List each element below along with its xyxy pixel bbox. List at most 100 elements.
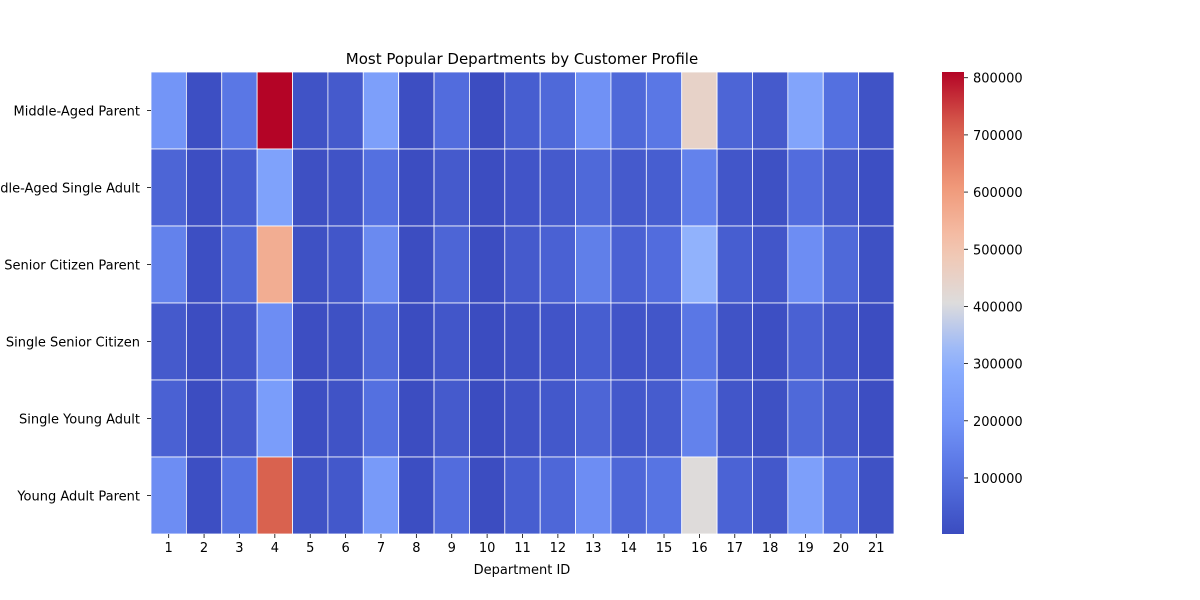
heatmap-cell (292, 379, 329, 458)
heatmap-cell (327, 379, 364, 458)
heatmap-cell (610, 148, 647, 227)
x-tick-label: 13 (585, 541, 602, 556)
heatmap-cell (256, 302, 293, 381)
x-tick-label: 8 (412, 541, 420, 556)
heatmap-cell (752, 302, 789, 381)
heatmap-cell (645, 225, 683, 304)
heatmap-cell (398, 225, 435, 304)
colorbar: 100000 200000 300000 400000 500000 600000 7000… (942, 72, 1023, 534)
heatmap-cell (398, 148, 435, 227)
heatmap-cell (822, 379, 860, 458)
colorbar-tick-label: 200000 (973, 415, 1023, 430)
heatmap-cell (787, 302, 824, 381)
y-axis-ticks: Middle-Aged Parent Middle-Aged Single Adu… (0, 105, 151, 505)
heatmap-cell (645, 379, 683, 458)
heatmap-cell (645, 71, 683, 150)
heatmap-cell (787, 148, 824, 227)
heatmap-cell (575, 302, 612, 381)
colorbar-tick-label: 100000 (973, 472, 1023, 487)
x-tick-label: 12 (550, 541, 567, 556)
heatmap-cell (681, 148, 718, 227)
heatmap-cell (504, 379, 541, 458)
heatmap-cell (433, 148, 470, 227)
y-tick-label: Young Adult Parent (16, 490, 140, 505)
heatmap-cell (433, 302, 470, 381)
heatmap-cell (610, 379, 647, 458)
heatmap-cell (504, 456, 541, 535)
heatmap-cell (469, 379, 506, 458)
heatmap-cell (185, 302, 223, 381)
heatmap-cell (433, 71, 470, 150)
heatmap-cell (398, 379, 435, 458)
x-tick-label: 1 (165, 541, 173, 556)
heatmap-cell (362, 456, 400, 535)
heatmap-cell (327, 302, 364, 381)
colorbar-tick-label: 700000 (973, 129, 1023, 144)
y-tick-label: Senior Citizen Parent (4, 259, 140, 274)
heatmap-cell (787, 71, 824, 150)
heatmap-cell (716, 302, 753, 381)
heatmap-cell (752, 71, 789, 150)
heatmap-cell (469, 225, 506, 304)
heatmap-cell (256, 379, 293, 458)
x-tick-label: 9 (448, 541, 456, 556)
heatmap-cell (292, 148, 329, 227)
heatmap-cell (362, 302, 400, 381)
y-tick-label: Single Senior Citizen (6, 336, 140, 351)
colorbar-tick-label: 500000 (973, 243, 1023, 258)
heatmap-cells (150, 71, 895, 535)
heatmap-cell (858, 71, 895, 150)
heatmap-cell (504, 71, 541, 150)
heatmap-cell (221, 225, 258, 304)
heatmap-cell (292, 302, 329, 381)
heatmap-cell (858, 456, 895, 535)
heatmap-cell (575, 71, 612, 150)
x-tick-label: 16 (691, 541, 708, 556)
heatmap-cell (504, 148, 541, 227)
heatmap-cell (256, 456, 293, 535)
x-tick-label: 19 (797, 541, 814, 556)
heatmap-cell (256, 148, 293, 227)
heatmap-cell (539, 456, 576, 535)
heatmap-cell (716, 71, 753, 150)
colorbar-tick-label: 800000 (973, 72, 1023, 87)
heatmap-cell (822, 71, 860, 150)
heatmap-cell (610, 456, 647, 535)
heatmap-cell (822, 302, 860, 381)
heatmap-cell (645, 148, 683, 227)
heatmap-cell (716, 148, 753, 227)
heatmap-cell (822, 225, 860, 304)
heatmap-cell (858, 379, 895, 458)
y-tick-label: Single Young Adult (19, 413, 140, 428)
heatmap-cell (787, 225, 824, 304)
x-tick-label: 15 (656, 541, 673, 556)
x-tick-label: 10 (479, 541, 496, 556)
heatmap-cell (221, 302, 258, 381)
x-tick-label: 18 (762, 541, 779, 556)
heatmap-cell (504, 302, 541, 381)
heatmap-cell (185, 379, 223, 458)
chart-title: Most Popular Departments by Customer Pro… (346, 50, 698, 68)
heatmap-cell (858, 148, 895, 227)
heatmap-cell (150, 456, 187, 535)
heatmap-cell (150, 379, 187, 458)
heatmap-cell (362, 379, 400, 458)
x-axis-label: Department ID (474, 563, 571, 578)
y-tick-label: Middle-Aged Parent (14, 105, 141, 120)
x-tick-label: 2 (200, 541, 208, 556)
heatmap-cell (398, 71, 435, 150)
heatmap-cell (327, 225, 364, 304)
heatmap-cell (539, 148, 576, 227)
heatmap-cell (716, 456, 753, 535)
heatmap-cell (433, 379, 470, 458)
heatmap-cell (858, 225, 895, 304)
heatmap-cell (752, 456, 789, 535)
heatmap-cell (539, 379, 576, 458)
x-tick-label: 5 (306, 541, 314, 556)
heatmap-cell (752, 379, 789, 458)
heatmap-cell (645, 456, 683, 535)
heatmap-cell (362, 148, 400, 227)
heatmap-cell (469, 302, 506, 381)
heatmap-cell (292, 71, 329, 150)
colorbar-tick-label: 400000 (973, 300, 1023, 315)
